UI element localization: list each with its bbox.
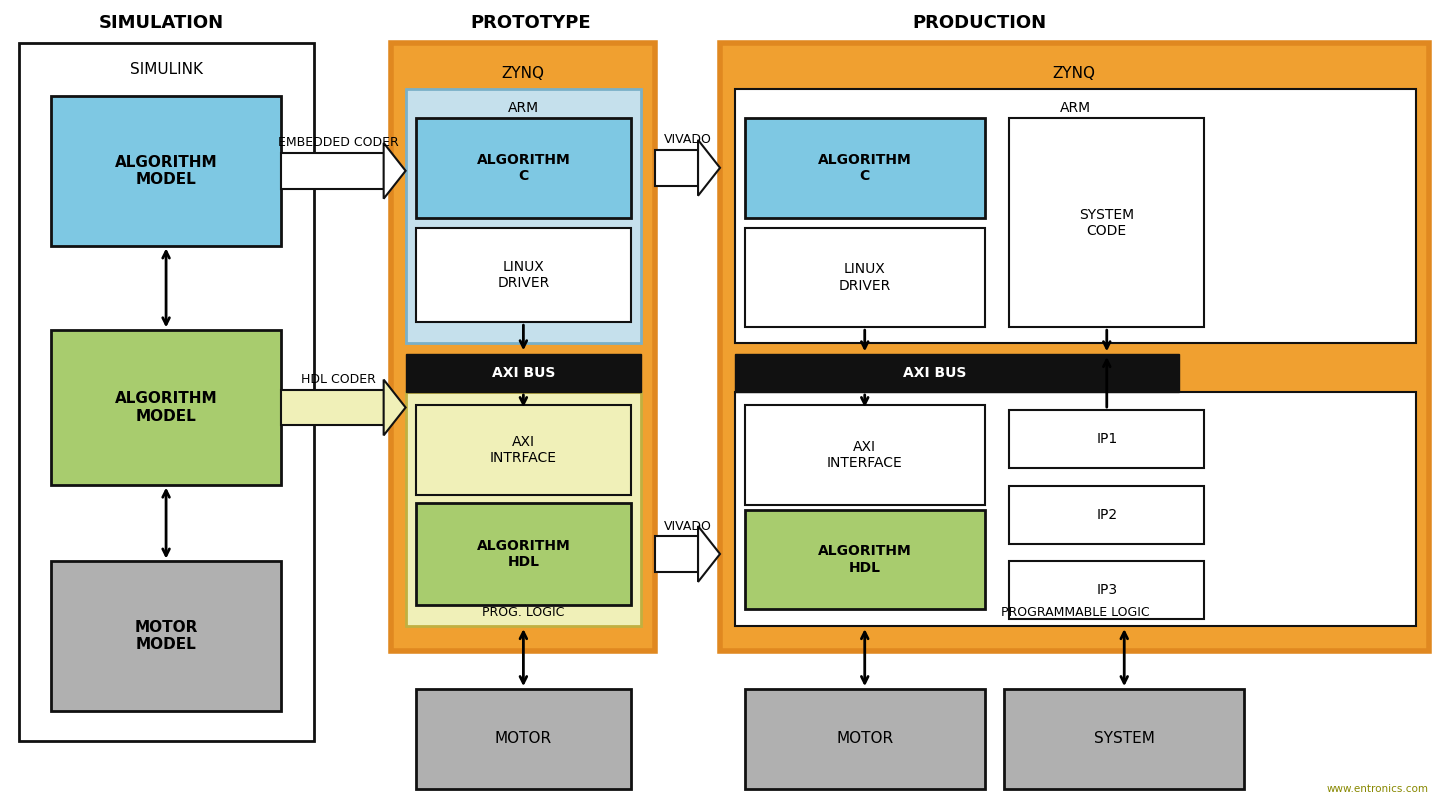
Text: IP1: IP1 (1096, 432, 1118, 446)
Text: ALGORITHM
HDL: ALGORITHM HDL (817, 544, 912, 575)
Text: VIVADO: VIVADO (664, 520, 711, 533)
Bar (735, 89, 1416, 343)
Bar (735, 354, 1179, 392)
Text: ALGORITHM
MODEL: ALGORITHM MODEL (115, 155, 218, 187)
Text: HDL CODER: HDL CODER (301, 373, 376, 386)
Bar (745, 227, 984, 327)
Bar (1009, 410, 1204, 467)
Bar (391, 44, 655, 651)
Text: SYSTEM: SYSTEM (1093, 731, 1154, 746)
Bar (745, 405, 984, 505)
Bar (405, 392, 642, 626)
Text: ALGORITHM
MODEL: ALGORITHM MODEL (115, 391, 218, 424)
Bar (405, 354, 642, 392)
Text: ALGORITHM
C: ALGORITHM C (817, 152, 912, 183)
Text: MOTOR: MOTOR (495, 731, 552, 746)
Bar (745, 689, 984, 788)
Text: www.entronics.com: www.entronics.com (1327, 783, 1429, 794)
Bar (745, 118, 984, 218)
Text: ZYNQ: ZYNQ (501, 65, 544, 81)
Bar (720, 44, 1429, 651)
Bar (745, 509, 984, 609)
Bar (405, 89, 642, 343)
Text: ARM: ARM (508, 101, 539, 115)
Text: VIVADO: VIVADO (664, 134, 711, 147)
Text: AXI
INTRFACE: AXI INTRFACE (489, 434, 558, 465)
Bar (280, 389, 383, 426)
Text: LINUX
DRIVER: LINUX DRIVER (497, 260, 549, 290)
Bar (415, 503, 632, 605)
Text: IP3: IP3 (1096, 584, 1118, 597)
Bar (280, 153, 383, 189)
Text: MOTOR: MOTOR (836, 731, 893, 746)
Bar (735, 392, 1416, 626)
Bar (19, 44, 314, 741)
Text: PRODUCTION: PRODUCTION (912, 15, 1047, 32)
Bar (1009, 562, 1204, 619)
Text: ARM: ARM (1060, 101, 1090, 115)
Text: ALGORITHM
C: ALGORITHM C (476, 152, 571, 183)
Text: EMBEDDED CODER: EMBEDDED CODER (277, 136, 399, 149)
Bar (415, 405, 632, 495)
Bar (51, 330, 280, 484)
Text: SIMULINK: SIMULINK (131, 61, 203, 77)
Text: PROG. LOGIC: PROG. LOGIC (482, 606, 565, 619)
Bar (1009, 486, 1204, 543)
Polygon shape (698, 140, 720, 196)
Bar (415, 227, 632, 322)
Text: PROGRAMMABLE LOGIC: PROGRAMMABLE LOGIC (1000, 606, 1150, 619)
Text: SIMULATION: SIMULATION (99, 15, 224, 32)
Bar (1009, 118, 1204, 327)
Polygon shape (698, 526, 720, 582)
Text: LINUX
DRIVER: LINUX DRIVER (839, 262, 892, 293)
Bar (655, 536, 698, 572)
Bar (415, 689, 632, 788)
Polygon shape (383, 143, 405, 199)
Bar (415, 118, 632, 218)
Polygon shape (383, 380, 405, 435)
Text: PROTOTYPE: PROTOTYPE (470, 15, 591, 32)
Text: SYSTEM
CODE: SYSTEM CODE (1079, 207, 1134, 238)
Text: AXI
INTERFACE: AXI INTERFACE (826, 440, 903, 470)
Bar (51, 562, 280, 711)
Text: AXI BUS: AXI BUS (903, 366, 966, 380)
Bar (655, 150, 698, 185)
Text: MOTOR
MODEL: MOTOR MODEL (135, 620, 197, 652)
Bar (1005, 689, 1244, 788)
Text: IP2: IP2 (1096, 508, 1118, 521)
Text: ZYNQ: ZYNQ (1053, 65, 1096, 81)
Bar (51, 96, 280, 246)
Text: AXI BUS: AXI BUS (492, 366, 555, 380)
Text: ALGORITHM
HDL: ALGORITHM HDL (476, 539, 571, 569)
